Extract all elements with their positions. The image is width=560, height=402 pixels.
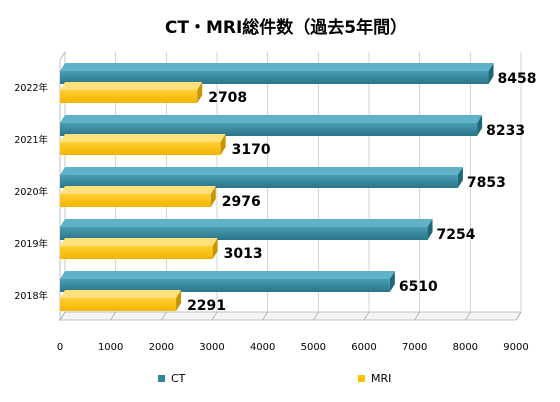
gridline-floor (211, 311, 218, 321)
chart-title: CT・MRI総件数（過去5年間） (165, 17, 407, 38)
mri-data-label: 2976 (222, 194, 261, 210)
y-category-label: 2018年 (14, 290, 48, 302)
x-tick-label: 7000 (402, 342, 427, 353)
gridline-floor (414, 311, 421, 321)
ct-bar (60, 167, 463, 188)
mri-bar (60, 134, 226, 155)
mri-bar-face (60, 142, 221, 155)
ct-data-label: 7254 (437, 227, 476, 243)
mri-bar (60, 82, 203, 103)
mri-bar-face (60, 246, 213, 259)
ct-bar (60, 115, 483, 136)
legend-label-ct: CT (171, 372, 186, 385)
mri-bar (60, 186, 216, 207)
mri-bar-face (60, 298, 177, 311)
gridline-floor (515, 311, 522, 321)
mri-data-label: 2291 (187, 298, 226, 314)
ct-bar-end (477, 115, 483, 136)
gridline-floor (59, 311, 66, 321)
gridline-floor (160, 311, 167, 321)
mri-bar-top (60, 238, 218, 246)
ct-bar-end (488, 63, 494, 84)
ct-bar-end (389, 271, 395, 292)
mri-bar-end (212, 238, 218, 259)
ct-data-label: 8233 (486, 123, 525, 139)
ct-data-label: 6510 (399, 279, 438, 295)
ct-bar-end (457, 167, 463, 188)
ct-bar-top (60, 271, 395, 279)
x-tick-label: 9000 (503, 342, 528, 353)
ct-bar-face (60, 175, 458, 188)
mri-bar-top (60, 134, 226, 142)
bars (60, 63, 494, 311)
ct-bar-top (60, 167, 463, 175)
ct-bar-face (60, 227, 428, 240)
ct-data-label: 8458 (498, 71, 537, 87)
x-tick-label: 4000 (250, 342, 275, 353)
mri-bar-face (60, 90, 198, 103)
x-tick-label: 0 (57, 342, 63, 353)
y-category-label: 2022年 (14, 82, 48, 94)
ct-bar-end (427, 219, 433, 240)
ct-bar (60, 63, 494, 84)
legend-label-mri: MRI (371, 372, 391, 385)
x-tick-label: 1000 (98, 342, 123, 353)
x-tick-label: 6000 (351, 342, 376, 353)
gridline-floor (312, 311, 319, 321)
ct-bar-face (60, 279, 390, 292)
y-category-label: 2021年 (14, 134, 48, 146)
x-axis-ticks: 0 1000 2000 3000 4000 5000 6000 7000 8000 9000 (57, 342, 529, 353)
mri-bar-end (210, 186, 216, 207)
x-tick-label: 2000 (149, 342, 174, 353)
floor (59, 311, 522, 321)
mri-bar-end (197, 82, 203, 103)
ct-data-label: 7853 (467, 175, 506, 191)
y-axis-categories: 2018年 2019年 2020年 2021年 2022年 (14, 82, 48, 302)
legend: CT MRI (158, 372, 391, 385)
mri-bar-top (60, 290, 182, 298)
gridline-floor (110, 311, 117, 321)
mri-bar-end (176, 290, 182, 311)
gridline-floor (464, 311, 471, 321)
x-tick-label: 5000 (301, 342, 326, 353)
ct-bar (60, 271, 395, 292)
ct-bar (60, 219, 433, 240)
x-tick-label: 8000 (453, 342, 478, 353)
ct-bar-face (60, 71, 489, 84)
gridline-floor (363, 311, 370, 321)
mri-bar (60, 238, 218, 259)
mri-data-label: 3170 (232, 142, 271, 158)
ct-bar-face (60, 123, 478, 136)
mri-data-label: 2708 (208, 90, 247, 106)
mri-data-label: 3013 (224, 246, 263, 262)
x-tick-label: 3000 (199, 342, 224, 353)
gridline-floor (262, 311, 269, 321)
data-labels: 6510 2291 7254 3013 7853 2976 8233 3170 8458 2708 (187, 71, 536, 314)
mri-bar-top (60, 82, 203, 90)
ct-bar-top (60, 219, 433, 227)
mri-bar-end (220, 134, 226, 155)
ct-bar-top (60, 63, 494, 71)
mri-bar (60, 290, 182, 311)
mri-bar-face (60, 194, 211, 207)
y-category-label: 2019年 (14, 238, 48, 250)
legend-swatch-ct (158, 375, 165, 382)
mri-bar-top (60, 186, 216, 194)
y-category-label: 2020年 (14, 186, 48, 198)
legend-swatch-mri (358, 375, 365, 382)
ct-bar-top (60, 115, 483, 123)
